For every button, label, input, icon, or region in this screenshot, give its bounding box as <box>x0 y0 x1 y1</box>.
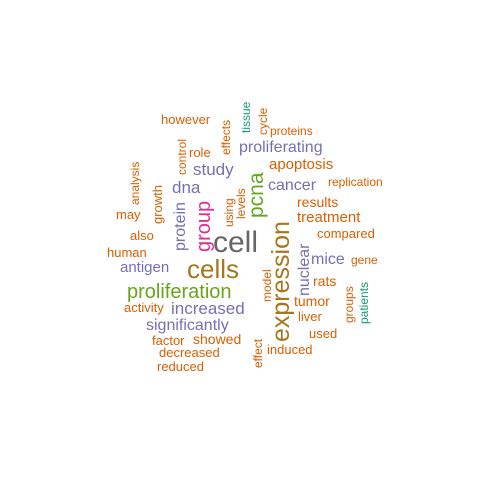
word-group: group <box>193 201 215 252</box>
word-patients: patients <box>357 282 371 324</box>
word-pcna: pcna <box>245 172 268 218</box>
word-results: results <box>297 194 338 210</box>
word-tumor: tumor <box>294 293 330 309</box>
word-dna: dna <box>172 178 201 197</box>
word-cycle: cycle <box>256 107 270 135</box>
word-treatment: treatment <box>297 209 361 226</box>
word-antigen: antigen <box>120 259 169 276</box>
word-levels: levels <box>234 188 248 219</box>
word-increased: increased <box>171 299 245 318</box>
word-role: role <box>189 145 211 160</box>
word-rats: rats <box>313 273 336 289</box>
word-effect: effect <box>251 338 265 368</box>
word-model: model <box>260 269 274 302</box>
word-gene: gene <box>351 253 378 267</box>
word-also: also <box>130 228 154 243</box>
word-tissue: tissue <box>239 101 253 133</box>
word-study: study <box>193 160 234 179</box>
word-mice: mice <box>311 251 345 268</box>
word-proteins: proteins <box>270 124 313 138</box>
word-compared: compared <box>317 226 375 241</box>
word-analysis: analysis <box>128 162 142 205</box>
word-liver: liver <box>298 309 323 324</box>
word-proliferating: proliferating <box>239 139 323 156</box>
word-apoptosis: apoptosis <box>269 156 333 173</box>
word-protein: protein <box>172 202 189 251</box>
word-may: may <box>116 207 141 222</box>
word-factor: factor <box>152 333 185 348</box>
word-human: human <box>107 245 147 260</box>
word-reduced: reduced <box>157 359 204 374</box>
word-however: however <box>161 112 211 127</box>
word-induced: induced <box>267 342 313 357</box>
word-growth: growth <box>150 185 165 224</box>
word-groups: groups <box>342 286 356 323</box>
word-used: used <box>309 326 337 341</box>
word-effects: effects <box>219 120 233 155</box>
word-cells: cells <box>187 254 239 284</box>
word-activity: activity <box>124 300 164 315</box>
word-cancer: cancer <box>268 177 317 194</box>
word-control: control <box>175 139 189 175</box>
word-replication: replication <box>328 175 383 189</box>
